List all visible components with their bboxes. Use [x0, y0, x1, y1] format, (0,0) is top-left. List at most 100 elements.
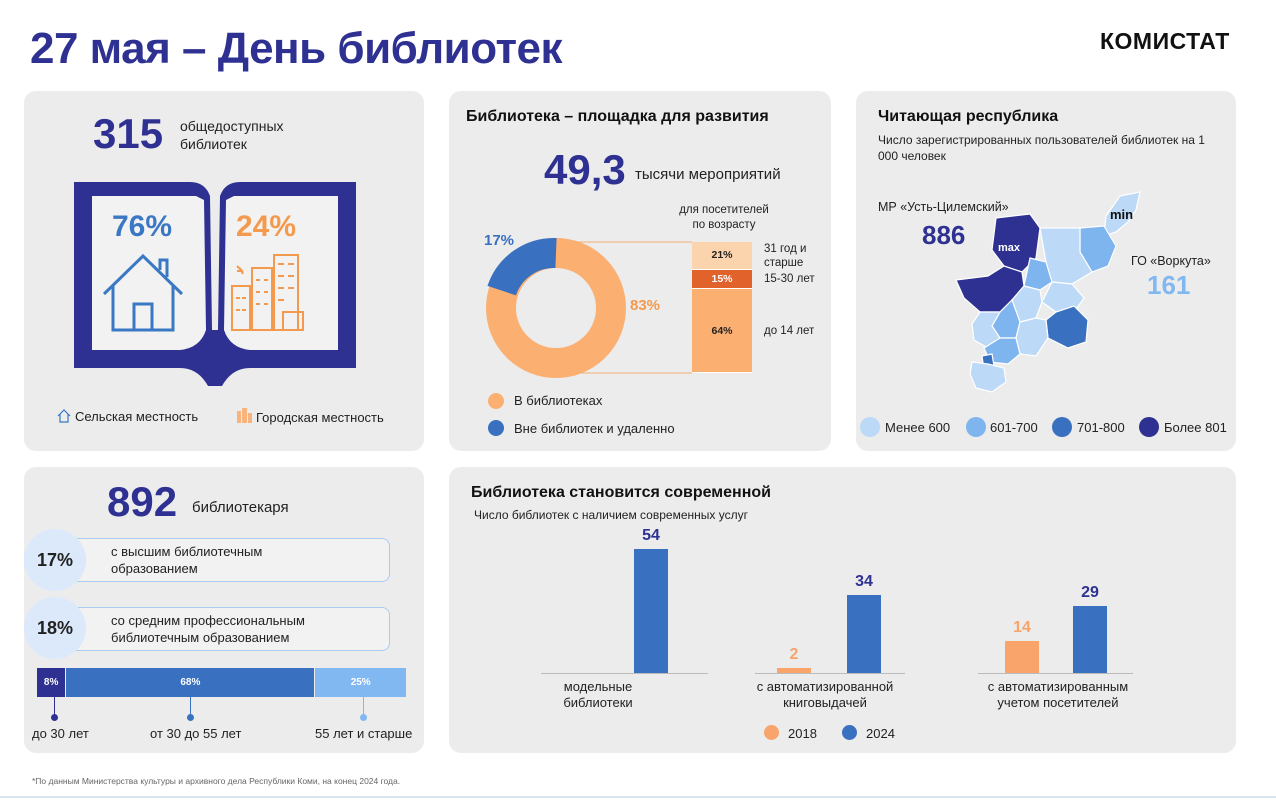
higher-education-box: с высшим библиотечным образованием	[40, 538, 390, 582]
reading-heading: Читающая республика	[878, 108, 1059, 125]
brand-logo: КОМИСТАТ	[1100, 28, 1230, 54]
age-marker-dot	[360, 714, 367, 721]
chart-category-label: с автоматизированной книговыдачей	[735, 679, 915, 710]
secondary-education-box: со средним профессиональным библиотечным…	[40, 607, 390, 651]
map-region-light	[1015, 317, 1049, 357]
chart-legend-label: 2018	[788, 726, 817, 741]
chart-category-line: модельные	[563, 679, 633, 694]
age-segment: 64%	[692, 289, 752, 373]
chart-legend-dot	[764, 725, 779, 740]
urban-legend-label: Городская местность	[256, 410, 384, 425]
city-icon	[231, 254, 304, 331]
chart-category-line: библиотеки	[563, 694, 633, 710]
chart-legend-dot	[842, 725, 857, 740]
map-region-light	[969, 361, 1007, 393]
legend-dot-out	[488, 420, 504, 436]
development-heading: Библиотека – площадка для развития	[466, 108, 769, 125]
min-area-label: ГО «Воркута»	[1131, 254, 1211, 268]
age-bar-label: от 30 до 55 лет	[150, 726, 242, 741]
legend-out-label: Вне библиотек и удаленно	[514, 421, 675, 436]
map-region-mid	[1023, 257, 1053, 291]
secondary-education-line-2: библиотечным образованием	[111, 629, 290, 645]
min-area-value: 161	[1147, 270, 1191, 300]
age-label: до 14 лет	[764, 325, 815, 338]
age-segment: 21%	[692, 242, 752, 270]
modern-subtitle: Число библиотек с наличием современных у…	[474, 508, 748, 522]
chart-bar	[847, 594, 881, 673]
age-marker-dot	[51, 714, 58, 721]
chart-axis-line	[978, 673, 1133, 674]
higher-education-percent: 17%	[24, 529, 86, 591]
events-value: 49,3	[544, 146, 626, 193]
chart-legend-label: 2024	[866, 726, 895, 741]
rural-legend-label: Сельская местность	[75, 409, 199, 424]
legend-dot-low	[860, 417, 880, 437]
chart-category-label: с автоматизированным учетом посетителей	[968, 679, 1148, 710]
reading-subtitle: Число зарегистрированных пользователей б…	[878, 133, 1205, 163]
secondary-education-percent: 18%	[24, 597, 86, 659]
map-region-light	[1041, 281, 1085, 313]
chart-category-line: учетом посетителей	[997, 694, 1119, 710]
age-bar-segment: 68%	[66, 668, 315, 697]
rural-percent: 76%	[112, 210, 173, 243]
chart-bar	[777, 668, 811, 673]
small-city-icon	[237, 408, 252, 423]
legend-dot-high	[1052, 417, 1072, 437]
chart-category-line: книговыдачей	[783, 694, 867, 710]
legend-mid-label: 601-700	[990, 420, 1038, 435]
librarians-count-label: библиотекаря	[192, 499, 289, 516]
age-marker-line	[190, 697, 191, 717]
chart-category-line: с автоматизированным	[987, 679, 1129, 694]
max-area-value: 886	[922, 220, 966, 250]
min-tag: min	[1110, 207, 1134, 222]
age-bar-segment: 25%	[315, 668, 406, 697]
chart-data-label: 2	[789, 646, 799, 664]
legend-top-label: Более 801	[1164, 420, 1227, 435]
events-unit: тысячи мероприятий	[635, 166, 781, 183]
legend-high-label: 701-800	[1077, 420, 1125, 435]
age-bar-label: до 30 лет	[32, 726, 89, 741]
donut-slice-out	[487, 237, 557, 297]
higher-education-line-2: образованием	[111, 560, 198, 576]
chart-category-label: модельные библиотеки	[508, 679, 688, 710]
age-segment: 15%	[692, 269, 752, 290]
chart-data-label: 14	[1013, 618, 1031, 636]
legend-dot-in	[488, 393, 504, 409]
max-area-label: МР «Усть-Цилемский»	[878, 200, 1009, 214]
age-label: 31 год и старше	[764, 242, 807, 270]
donut-in-label: 83%	[630, 297, 661, 314]
higher-education-line-1: с высшим библиотечным	[111, 544, 263, 559]
chart-data-label: 29	[1081, 584, 1099, 602]
page-title: 27 мая – День библиотек	[30, 24, 563, 73]
chart-bar	[1073, 606, 1107, 673]
chart-data-label: 34	[855, 572, 873, 590]
secondary-education-line-1: со средним профессиональным	[111, 613, 305, 628]
small-house-icon	[57, 409, 71, 423]
max-tag: max	[998, 242, 1021, 254]
legend-dot-top	[1139, 417, 1159, 437]
footnote: *По данным Министерства культуры и архив…	[32, 776, 401, 786]
libraries-count: 315	[93, 110, 164, 157]
map-region-light	[1103, 191, 1141, 237]
modern-heading: Библиотека становится современной	[471, 484, 771, 501]
chart-bar	[634, 549, 668, 673]
chart-axis-line	[755, 673, 905, 674]
age-marker-line	[363, 697, 364, 717]
chart-axis-line	[541, 673, 708, 674]
libraries-count-label: общедоступных библиотек	[180, 118, 284, 153]
chart-category-line: с автоматизированной	[756, 679, 894, 694]
age-label: 15-30 лет	[764, 273, 815, 286]
chart-bar	[1005, 640, 1039, 673]
legend-in-label: В библиотеках	[514, 393, 603, 408]
house-icon	[102, 253, 184, 332]
age-bar-label: 55 лет и старше	[315, 726, 413, 741]
donut-out-label: 17%	[484, 232, 515, 249]
legend-dot-mid	[966, 417, 986, 437]
age-marker-line	[54, 697, 55, 717]
legend-low-label: Менее 600	[885, 420, 951, 435]
map-region-dark	[1045, 305, 1089, 349]
bottom-divider	[0, 796, 1276, 798]
